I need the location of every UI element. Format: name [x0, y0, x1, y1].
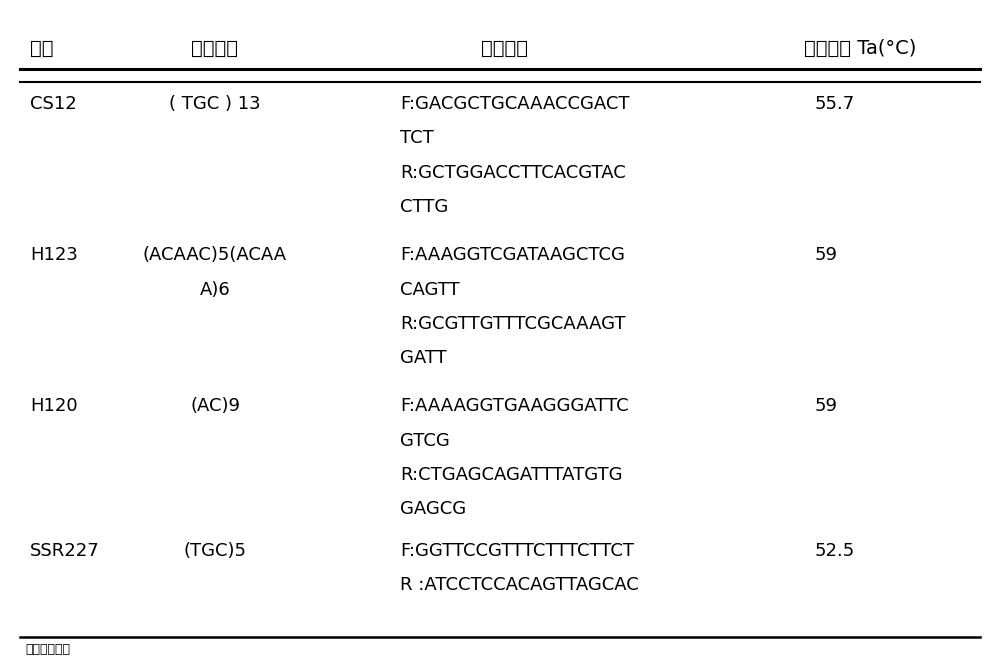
Text: R :ATCCTCCACAGTTAGCAC: R :ATCCTCCACAGTTAGCAC	[400, 576, 639, 594]
Text: F:GGTTCCGTTTCTTTCTTCT: F:GGTTCCGTTTCTTTCTTCT	[400, 542, 634, 560]
Text: H123: H123	[30, 246, 78, 264]
Text: F:AAAGGTCGATAAGCTCG: F:AAAGGTCGATAAGCTCG	[400, 246, 625, 264]
Text: 注：引物序列: 注：引物序列	[25, 643, 70, 656]
Text: R:CTGAGCAGATTTATGTG: R:CTGAGCAGATTTATGTG	[400, 466, 622, 484]
Text: CAGTT: CAGTT	[400, 281, 460, 298]
Text: F:AAAAGGTGAAGGGATTC: F:AAAAGGTGAAGGGATTC	[400, 397, 629, 415]
Text: F:GACGCTGCAAACCGACT: F:GACGCTGCAAACCGACT	[400, 95, 630, 113]
Text: R:GCGTTGTTTCGCAAAGT: R:GCGTTGTTTCGCAAAGT	[400, 315, 626, 332]
Text: CTTG: CTTG	[400, 198, 448, 215]
Text: (AC)9: (AC)9	[190, 397, 240, 415]
Text: 55.7: 55.7	[815, 95, 855, 113]
Text: SSR227: SSR227	[30, 542, 100, 560]
Text: GAGCG: GAGCG	[400, 500, 466, 518]
Text: 引物序列: 引物序列	[482, 39, 528, 58]
Text: R:GCTGGACCTTCACGTAC: R:GCTGGACCTTCACGTAC	[400, 164, 626, 181]
Text: GATT: GATT	[400, 349, 447, 367]
Text: 重复序列: 重复序列	[192, 39, 239, 58]
Text: 退火温度 Ta(°C): 退火温度 Ta(°C)	[804, 39, 916, 58]
Text: 59: 59	[815, 397, 838, 415]
Text: CS12: CS12	[30, 95, 77, 113]
Text: 59: 59	[815, 246, 838, 264]
Text: TCT: TCT	[400, 129, 434, 147]
Text: 52.5: 52.5	[815, 542, 855, 560]
Text: 位点: 位点	[30, 39, 54, 58]
Text: A)6: A)6	[200, 281, 230, 298]
Text: ( TGC ) 13: ( TGC ) 13	[169, 95, 261, 113]
Text: H120: H120	[30, 397, 78, 415]
Text: GTCG: GTCG	[400, 432, 450, 449]
Text: (ACAAC)5(ACAA: (ACAAC)5(ACAA	[143, 246, 287, 264]
Text: (TGC)5: (TGC)5	[184, 542, 246, 560]
